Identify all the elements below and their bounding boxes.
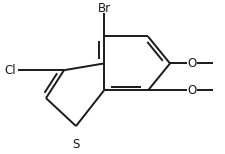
Text: Cl: Cl	[4, 64, 16, 77]
Text: O: O	[187, 84, 196, 97]
Text: Br: Br	[97, 2, 110, 15]
Text: S: S	[72, 138, 79, 151]
Text: O: O	[187, 57, 196, 70]
